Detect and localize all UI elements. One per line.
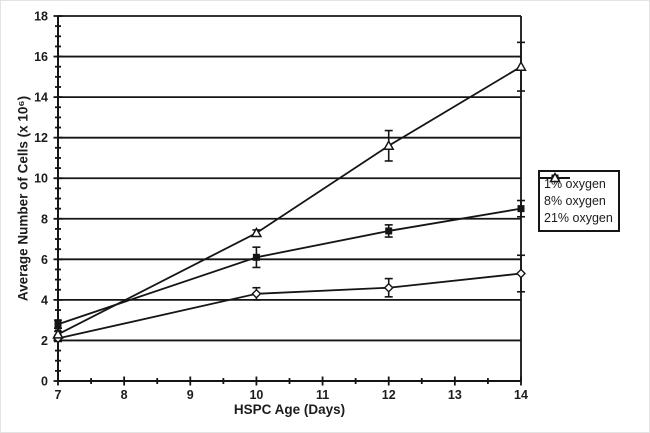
y-axis-title: Average Number of Cells (x 10⁶)	[15, 95, 31, 302]
x-tick-label: 11	[316, 388, 329, 402]
triangle-marker	[382, 139, 395, 151]
triangle-marker	[250, 226, 263, 238]
legend-item-21pct-oxygen: 21% oxygen	[540, 172, 613, 225]
x-axis-title: HSPC Age (Days)	[233, 402, 346, 417]
x-tick-label: 12	[382, 388, 396, 402]
triangle-marker	[515, 60, 527, 71]
y-tick-label: 2	[41, 334, 48, 348]
square-marker	[54, 320, 62, 328]
y-tick-label: 10	[34, 172, 48, 186]
y-tick-label: 14	[34, 91, 48, 105]
triangle-marker-icon	[540, 172, 570, 183]
x-tick-label: 13	[448, 388, 462, 402]
diamond-marker	[383, 282, 394, 293]
square-marker	[517, 205, 525, 213]
legend-label: 21% oxygen	[544, 211, 613, 225]
legend: 1% oxygen 8% oxygen 21% oxygen	[538, 170, 620, 232]
y-tick-label: 0	[41, 375, 48, 389]
series-line-2	[57, 65, 522, 336]
x-tick-label: 14	[514, 388, 528, 402]
x-tick-label: 9	[187, 388, 194, 402]
x-tick-label: 8	[121, 388, 128, 402]
y-tick-label: 4	[41, 293, 48, 307]
y-tick-label: 16	[34, 50, 48, 64]
diamond-marker	[251, 288, 262, 299]
legend-item-8pct-oxygen: 8% oxygen	[540, 174, 613, 208]
y-tick-label: 6	[41, 253, 48, 267]
legend-label: 8% oxygen	[544, 194, 606, 208]
series-line-1	[57, 207, 522, 326]
square-marker	[385, 227, 393, 235]
triangle-marker	[52, 328, 64, 339]
series-line-0	[57, 272, 522, 340]
diamond-marker	[516, 268, 526, 279]
x-tick-label: 10	[249, 388, 263, 402]
y-tick-label: 8	[41, 212, 48, 226]
square-marker	[252, 253, 260, 261]
y-tick-label: 18	[34, 10, 48, 24]
x-tick-label: 7	[55, 388, 62, 402]
y-tick-label: 12	[34, 131, 48, 145]
